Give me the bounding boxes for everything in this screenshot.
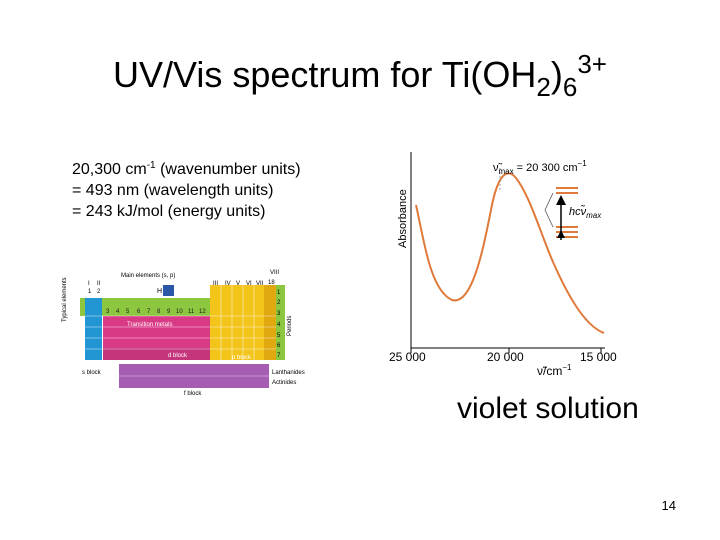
group-11-label: 11 xyxy=(188,309,195,315)
group-5-label: 5 xyxy=(126,309,130,315)
group-6-label: 6 xyxy=(137,309,141,315)
cell-gridlines xyxy=(85,285,276,360)
energy-level-diagram: hcν̃max xyxy=(544,187,602,240)
hydrogen-label: H xyxy=(157,288,162,295)
group-2-label: 2 xyxy=(97,289,101,295)
period-4-label: 4 xyxy=(277,322,281,328)
periodic-table: Main elements (s, p) VIII I II III IV V … xyxy=(62,270,305,397)
wavenumber-line: 20,300 cm-1 (wavenumber units) xyxy=(72,160,301,178)
solution-color-caption: violet solution xyxy=(457,392,639,425)
energy-gap-label: hcν̃max xyxy=(569,205,602,220)
group-8-label: 8 xyxy=(157,309,161,315)
period-2-label: 2 xyxy=(277,300,281,306)
group-roman-5: V xyxy=(236,281,240,287)
group-4-label: 4 xyxy=(116,309,120,315)
actinides-label: Actinides xyxy=(272,380,296,386)
slide-title: UV/Vis spectrum for Ti(OH2)63+ xyxy=(112,49,607,102)
tick-15000: 15 000 xyxy=(580,350,617,364)
group-1-label: 1 xyxy=(88,289,92,295)
group-roman-6: VI xyxy=(246,281,252,287)
lanthanides-label: Lanthanides xyxy=(272,370,305,376)
group-roman-3: III xyxy=(213,281,218,287)
s-block-label: s block xyxy=(82,370,102,376)
wavenumber-description: 20,300 cm-1 (wavenumber units) = 493 nm … xyxy=(72,155,301,222)
absorption-spectrum: Absorbance 25 000 20 000 15 000 ν̃/cm−1 … xyxy=(389,152,617,378)
tick-25000: 25 000 xyxy=(389,350,426,364)
typical-elements-label: Typical elements xyxy=(62,277,68,322)
period-6-label: 6 xyxy=(277,343,281,349)
periods-label: Periods xyxy=(287,316,293,336)
wavenumber-axis-label: ν̃/cm−1 xyxy=(537,363,572,378)
s-block-region xyxy=(85,298,102,360)
hydrogen-cell xyxy=(163,285,174,296)
period-3-label: 3 xyxy=(277,311,281,317)
tick-20000: 20 000 xyxy=(487,350,524,364)
absorption-curve xyxy=(415,172,605,334)
energy-line: = 243 kJ/mol (energy units) xyxy=(72,203,266,220)
period-1-label: 1 xyxy=(277,290,281,296)
group-roman-1: I xyxy=(88,281,90,287)
group-roman-8: VIII xyxy=(270,270,279,276)
peak-annotation: ν̃max = 20 300 cm−1 xyxy=(493,159,587,176)
group-18-column xyxy=(264,285,276,360)
group-9-label: 9 xyxy=(167,309,171,315)
d-block-label: d block xyxy=(168,353,188,359)
period-5-label: 5 xyxy=(277,333,281,339)
group-roman-4: IV xyxy=(225,281,231,287)
period-7-label: 7 xyxy=(277,353,281,359)
group-roman-2: II xyxy=(97,281,101,287)
main-elements-label: Main elements (s, p) xyxy=(121,273,175,279)
group-7-label: 7 xyxy=(147,309,151,315)
group-18-label: 18 xyxy=(268,280,275,286)
group-3-label: 3 xyxy=(106,309,110,315)
group-roman-7: VII xyxy=(256,281,264,287)
page-number: 14 xyxy=(661,498,676,513)
up-arrow-icon xyxy=(556,195,566,205)
f-block-label: f block xyxy=(184,391,202,397)
transition-metals-label: Transition metals xyxy=(127,322,172,328)
group-12-label: 12 xyxy=(199,309,206,315)
d-block-shade xyxy=(103,348,210,360)
absorbance-axis-label: Absorbance xyxy=(397,189,409,248)
p-block-label: p block xyxy=(232,355,252,361)
wavelength-line: = 493 nm (wavelength units) xyxy=(72,182,274,199)
group-10-label: 10 xyxy=(176,309,183,315)
period-strip xyxy=(276,285,285,360)
